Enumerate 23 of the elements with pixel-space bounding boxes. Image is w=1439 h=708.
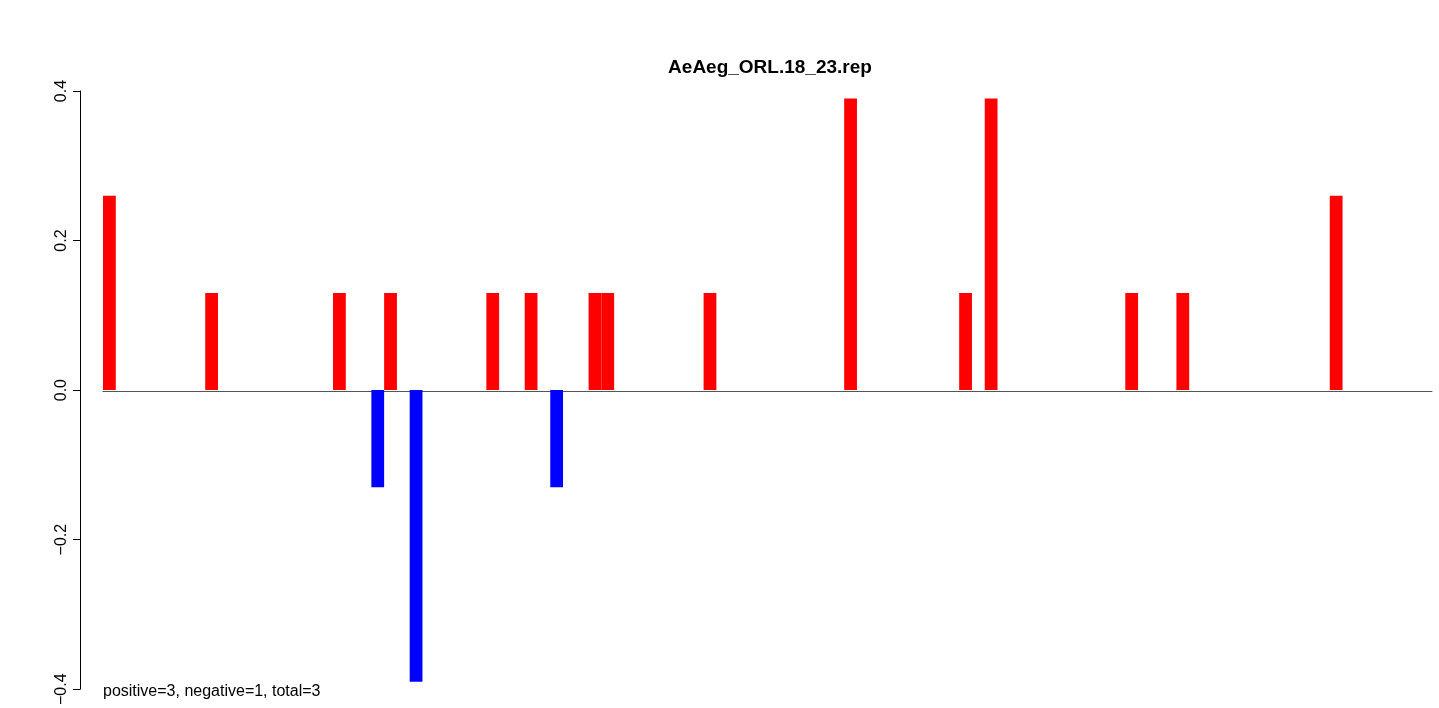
bar <box>384 292 397 391</box>
annotation: positive=3, negative=1, total=3 <box>103 681 321 699</box>
bar <box>1176 292 1190 391</box>
bar <box>1329 195 1343 391</box>
bar <box>486 292 500 391</box>
bar <box>703 292 717 391</box>
chart-title: AeAeg_ORL.18_23.rep <box>668 56 872 77</box>
bar <box>550 390 564 488</box>
bar <box>844 98 857 391</box>
y-tick-label: −0.4 <box>51 673 69 705</box>
bar <box>984 98 998 391</box>
bar <box>959 292 972 391</box>
bar <box>205 292 219 391</box>
y-tick-label: 0.0 <box>51 378 69 402</box>
y-tick-label: 0.2 <box>51 229 69 252</box>
y-tick-label: 0.4 <box>51 79 69 103</box>
y-tick-label: −0.2 <box>51 523 69 556</box>
bar <box>1125 292 1139 391</box>
bar <box>333 292 346 391</box>
bar <box>371 390 385 488</box>
bar <box>409 390 423 682</box>
bar <box>103 195 116 391</box>
bar <box>524 292 538 391</box>
